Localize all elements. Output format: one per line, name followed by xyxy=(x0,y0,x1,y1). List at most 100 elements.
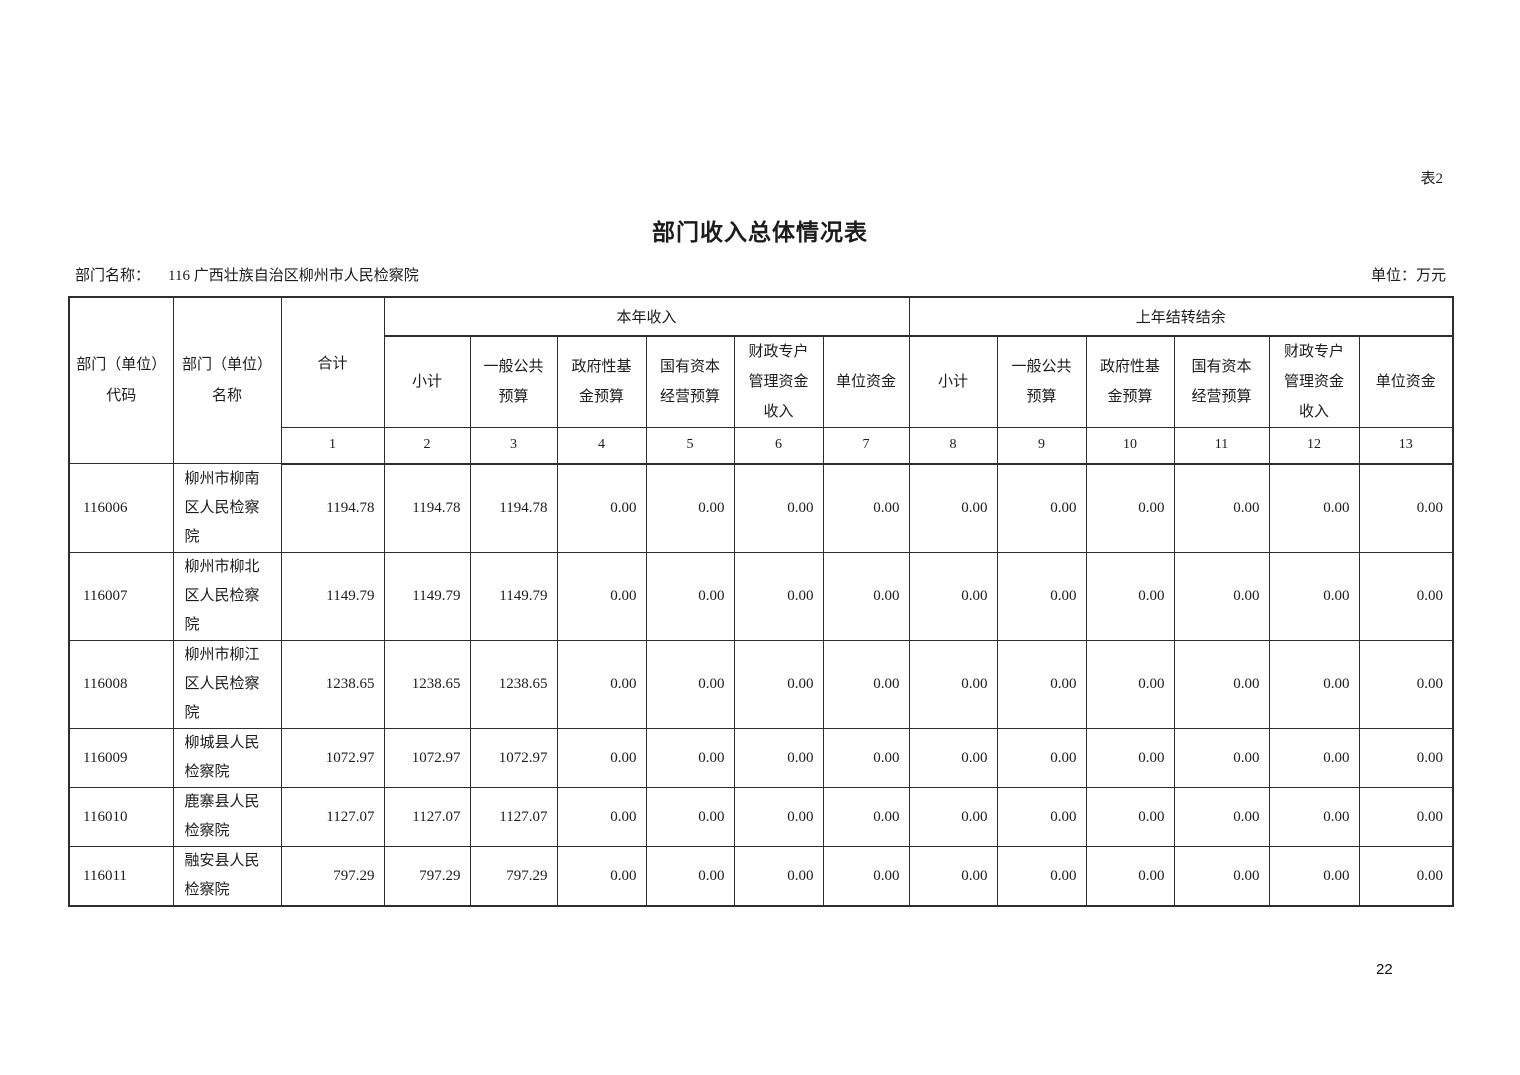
col-number: 1 xyxy=(280,427,385,465)
value-cell: 0.00 xyxy=(645,552,735,641)
col-number: 8 xyxy=(908,427,998,465)
value-cell: 0.00 xyxy=(733,728,824,788)
unit-code-cell: 116007 xyxy=(68,552,174,641)
meta-line: 部门名称： 116 广西壮族自治区柳州市人民检察院 单位：万元 xyxy=(75,264,1446,285)
value-cell: 0.00 xyxy=(556,463,647,553)
value-cell: 0.00 xyxy=(822,552,910,641)
value-cell: 0.00 xyxy=(908,640,998,729)
value-cell: 0.00 xyxy=(645,787,735,847)
col-number: 5 xyxy=(645,427,735,465)
value-cell: 0.00 xyxy=(1173,728,1270,788)
table-row: 116006 柳州市柳南 区人民检察 院 1194.78 1194.78 1194.78… xyxy=(68,463,1454,553)
value-cell: 0.00 xyxy=(1085,552,1175,641)
value-cell: 1194.78 xyxy=(469,463,558,553)
value-cell: 1072.97 xyxy=(280,728,385,788)
col-header-unit-name: 部门（单位） 名称 xyxy=(172,296,282,464)
value-cell: 0.00 xyxy=(1173,552,1270,641)
value-cell: 1072.97 xyxy=(383,728,471,788)
col-number: 12 xyxy=(1268,427,1360,465)
value-cell: 0.00 xyxy=(1085,728,1175,788)
value-cell: 0.00 xyxy=(1085,463,1175,553)
value-cell: 0.00 xyxy=(1085,846,1175,907)
col-header-co-unit-funds: 单位资金 xyxy=(1358,335,1454,428)
value-cell: 0.00 xyxy=(1173,640,1270,729)
col-header-co-general-public-budget: 一般公共 预算 xyxy=(996,335,1087,428)
value-cell: 1127.07 xyxy=(383,787,471,847)
value-cell: 0.00 xyxy=(645,463,735,553)
value-cell: 0.00 xyxy=(996,728,1087,788)
value-cell: 0.00 xyxy=(908,846,998,907)
value-cell: 0.00 xyxy=(733,846,824,907)
value-cell: 0.00 xyxy=(1268,463,1360,553)
group-header-current-year-income: 本年收入 xyxy=(383,296,910,337)
value-cell: 0.00 xyxy=(822,846,910,907)
header-number-row: 1 2 3 4 5 6 7 8 9 10 11 12 13 xyxy=(69,427,1454,465)
value-cell: 0.00 xyxy=(908,463,998,553)
department-name-value: 116 广西壮族自治区柳州市人民检察院 xyxy=(168,268,419,284)
unit-name-cell: 柳州市柳江 区人民检察 院 xyxy=(172,640,282,729)
value-cell: 0.00 xyxy=(1085,640,1175,729)
value-cell: 1072.97 xyxy=(469,728,558,788)
table-row: 116010 鹿寨县人民 检察院 1127.07 1127.07 1127.07 0.00… xyxy=(68,787,1454,847)
value-cell: 0.00 xyxy=(1358,846,1454,907)
page-number: 22 xyxy=(1376,961,1393,978)
col-number: 7 xyxy=(822,427,910,465)
value-cell: 0.00 xyxy=(996,640,1087,729)
col-number: 10 xyxy=(1085,427,1175,465)
col-header-cy-state-capital-budget: 国有资本 经营预算 xyxy=(645,335,735,428)
unit-code-cell: 116008 xyxy=(68,640,174,729)
value-cell: 0.00 xyxy=(1358,552,1454,641)
value-cell: 0.00 xyxy=(996,846,1087,907)
header-group-row: 部门（单位） 代码 部门（单位） 名称 合计 本年收入 上年结转结余 xyxy=(68,296,1454,464)
value-cell: 0.00 xyxy=(908,728,998,788)
unit-name-cell: 柳州市柳南 区人民检察 院 xyxy=(172,463,282,553)
value-cell: 0.00 xyxy=(908,552,998,641)
value-cell: 0.00 xyxy=(556,552,647,641)
value-cell: 0.00 xyxy=(822,640,910,729)
unit-name-cell: 鹿寨县人民 检察院 xyxy=(172,787,282,847)
value-cell: 0.00 xyxy=(1268,728,1360,788)
col-header-cy-general-public-budget: 一般公共 预算 xyxy=(469,335,558,428)
unit-name-cell: 柳城县人民 检察院 xyxy=(172,728,282,788)
value-cell: 0.00 xyxy=(822,787,910,847)
unit-code-cell: 116006 xyxy=(68,463,174,553)
department-name-line: 部门名称： 116 广西壮族自治区柳州市人民检察院 xyxy=(75,264,419,285)
department-name-label: 部门名称： xyxy=(75,268,151,284)
value-cell: 1149.79 xyxy=(469,552,558,641)
col-number: 4 xyxy=(556,427,647,465)
table-row: 116011 融安县人民 检察院 797.29 797.29 797.29 0.00 0.0… xyxy=(68,846,1454,907)
group-header-carryover-balance: 上年结转结余 xyxy=(908,296,1454,337)
value-cell: 0.00 xyxy=(1173,787,1270,847)
value-cell: 0.00 xyxy=(822,463,910,553)
value-cell: 1238.65 xyxy=(280,640,385,729)
value-cell: 1127.07 xyxy=(280,787,385,847)
col-header-co-subtotal: 小计 xyxy=(908,335,998,428)
value-cell: 797.29 xyxy=(383,846,471,907)
sheet-label: 表2 xyxy=(1420,171,1443,187)
value-cell: 0.00 xyxy=(645,846,735,907)
col-number: 13 xyxy=(1358,427,1454,465)
value-cell: 0.00 xyxy=(733,552,824,641)
col-header-cy-unit-funds: 单位资金 xyxy=(822,335,910,428)
table-body: 116006 柳州市柳南 区人民检察 院 1194.78 1194.78 1194.78… xyxy=(68,463,1454,907)
unit-code-cell: 116010 xyxy=(68,787,174,847)
table-row: 116009 柳城县人民 检察院 1072.97 1072.97 1072.97 0.00… xyxy=(68,728,1454,788)
value-cell: 797.29 xyxy=(280,846,385,907)
value-cell: 0.00 xyxy=(1085,787,1175,847)
value-cell: 0.00 xyxy=(1268,787,1360,847)
value-cell: 1149.79 xyxy=(280,552,385,641)
col-header-co-state-capital-budget: 国有资本 经营预算 xyxy=(1173,335,1270,428)
value-cell: 0.00 xyxy=(556,846,647,907)
value-cell: 1194.78 xyxy=(383,463,471,553)
value-cell: 0.00 xyxy=(645,640,735,729)
value-cell: 0.00 xyxy=(1358,728,1454,788)
value-cell: 0.00 xyxy=(996,787,1087,847)
value-cell: 0.00 xyxy=(996,552,1087,641)
col-header-total: 合计 xyxy=(280,296,385,428)
col-header-co-govt-fund-budget: 政府性基 金预算 xyxy=(1085,335,1175,428)
value-cell: 0.00 xyxy=(1173,463,1270,553)
col-header-co-fiscal-account-funds: 财政专户 管理资金 收入 xyxy=(1268,335,1360,428)
unit-label: 单位：万元 xyxy=(1370,268,1446,284)
value-cell: 1149.79 xyxy=(383,552,471,641)
